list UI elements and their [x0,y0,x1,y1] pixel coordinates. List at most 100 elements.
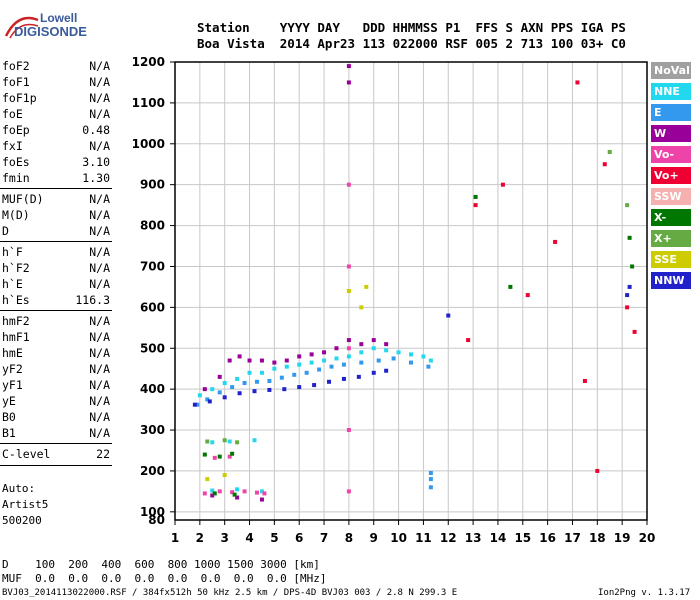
data-point [384,348,389,353]
plot-frame [174,61,648,521]
param-key: D [2,224,9,238]
y-bottom-label: 80 [148,513,165,527]
auto-code: 500200 [2,514,42,527]
param-row: hmF2 N/A [2,313,110,329]
data-point [500,182,505,187]
param-value: N/A [89,426,110,440]
param-key: yF2 [2,362,23,376]
param-row: h`F N/A [2,244,110,260]
x-tick-label: 15 [514,531,531,545]
legend-item: NNE [651,83,691,100]
data-point [267,378,272,383]
legend-item: Vo+ [651,167,691,184]
param-row: M(D) N/A [2,207,110,223]
data-point [259,358,264,363]
param-value: N/A [89,346,110,360]
data-point [346,428,351,433]
ionogram-chart: 1 2 3 4 5 6 7 8 9 10 11 12 13 14 15 16 17 18 19 20100200300… [132,55,656,545]
data-point [297,362,302,367]
data-point [359,360,364,365]
data-point [210,488,215,493]
data-point [322,350,327,355]
param-key: h`F [2,245,23,259]
data-point [195,402,200,407]
param-row: fmin 1.30 [2,170,110,186]
auto-label: Auto: [2,482,36,495]
param-key: yE [2,394,16,408]
y-tick-label: 600 [140,300,165,314]
data-point [230,490,235,495]
data-point [329,364,334,369]
param-key: M(D) [2,208,30,222]
x-tick-label: 19 [614,531,631,545]
param-row: MUF(D) N/A [2,191,110,207]
param-value: N/A [89,224,110,238]
data-point [309,360,314,365]
legend-item: Vo- [651,146,691,163]
data-point [346,264,351,269]
data-point [192,402,197,407]
param-value: N/A [89,362,110,376]
data-point [222,438,227,443]
param-value: 22 [96,447,110,461]
param-value: 0.48 [82,123,110,137]
data-point [625,305,630,310]
data-point [205,477,210,482]
param-value: N/A [89,314,110,328]
data-point [346,346,351,351]
data-point [259,489,264,494]
data-point [217,390,222,395]
data-point [232,492,237,497]
muf-row: MUF 0.0 0.0 0.0 0.0 0.0 0.0 0.0 0.0 [MHz… [2,572,327,585]
data-point [247,358,252,363]
x-tick-label: 8 [345,531,353,545]
x-tick-label: 2 [196,531,204,545]
legend-item: E [651,104,691,121]
data-point [312,383,317,388]
data-point [217,489,222,494]
data-point [267,387,272,392]
data-point [356,374,361,379]
data-point [210,387,215,392]
param-value: N/A [89,245,110,259]
x-tick-label: 4 [245,531,253,545]
legend-item: W [651,125,691,142]
data-point [428,477,433,482]
data-point [409,352,413,357]
data-point [227,358,232,363]
x-tick-label: 7 [320,531,328,545]
x-tick-label: 16 [539,531,556,545]
data-point [341,362,346,367]
y-tick-label: 700 [140,259,165,273]
data-point [334,346,339,351]
param-row: h`Es 116.3 [2,292,110,308]
param-separator [0,465,112,466]
data-point [428,485,433,490]
data-point [230,451,235,456]
data-point [272,360,277,365]
data-point [247,370,252,375]
param-separator [0,310,112,311]
param-row: foEp 0.48 [2,122,110,138]
data-point [346,289,351,293]
data-point [371,370,376,375]
data-point [235,487,240,492]
data-point [217,454,222,459]
param-key: C-level [2,447,51,461]
data-point [346,354,351,359]
y-tick-label: 800 [140,219,165,233]
param-value: 116.3 [75,293,110,307]
y-tick-label: 300 [140,423,165,437]
param-separator [0,241,112,242]
data-point [237,354,242,359]
data-point [259,497,264,502]
param-row: yF1 N/A [2,377,110,393]
data-point [210,493,215,498]
data-point [371,346,376,351]
data-point [421,354,426,359]
data-point [426,364,431,369]
data-point [327,379,332,384]
data-point [252,438,257,443]
legend-item: X+ [651,230,691,247]
param-row: foE N/A [2,106,110,122]
